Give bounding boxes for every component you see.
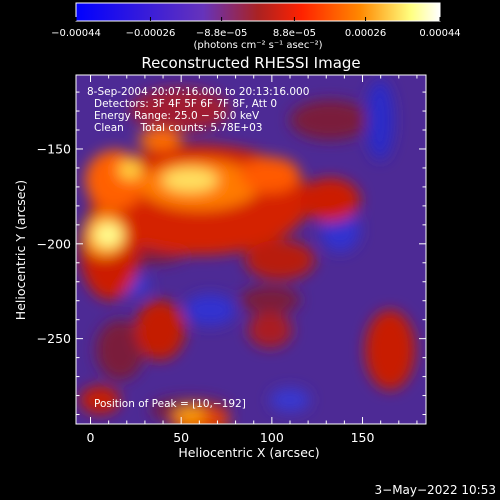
colorbar-tick-label: 0.00026 — [345, 28, 386, 39]
heatmap-blob — [80, 386, 120, 414]
colorbar: −0.00044 −0.00026 −8.8e−05 8.8e−05 0.00026 0.… — [51, 2, 461, 51]
heatmap-blob — [366, 80, 394, 160]
y-axis-label: Heliocentric Y (arcsec) — [13, 180, 28, 320]
y-axis: −150 −200 −250 — [37, 91, 426, 416]
heatmap-blob — [245, 240, 315, 280]
x-tick-label: 100 — [260, 430, 284, 445]
heatmap-blob — [135, 300, 185, 360]
chart-title: Reconstructed RHESSI Image — [141, 54, 360, 72]
y-tick-label: −200 — [37, 236, 71, 251]
observation-info: 8-Sep-2004 20:07:16.000 to 20:13:16.000 … — [87, 86, 309, 410]
heatmap-blob — [174, 407, 206, 423]
heatmap-blob — [130, 88, 230, 132]
annotation-counts: Clean Total counts: 5.78E+03 — [94, 122, 263, 134]
heatmap-blob — [85, 150, 145, 210]
heatmap-blob — [270, 388, 310, 412]
heatmap-blob — [290, 100, 370, 140]
footer-timestamp: 3−May−2022 10:53 — [375, 483, 497, 497]
heatmap-peak — [94, 223, 122, 247]
colorbar-ticks: −0.00044 −0.00026 −8.8e−05 8.8e−05 0.00026 0.… — [51, 17, 461, 39]
annotation-time-range: 8-Sep-2004 20:07:16.000 to 20:13:16.000 — [87, 86, 309, 98]
x-tick-label: 150 — [351, 430, 375, 445]
heatmap-blob — [138, 130, 182, 150]
heatmap-blob — [240, 286, 300, 314]
heatmap-peak — [118, 160, 142, 180]
annotation-energy-range: Energy Range: 25.0 − 50.0 keV — [94, 110, 260, 122]
heatmap-peak — [162, 168, 218, 192]
colorbar-tick-label: −8.8e−05 — [196, 28, 248, 39]
heatmap-blob — [365, 310, 415, 390]
colorbar-gradient — [75, 2, 441, 22]
annotation-detectors: Detectors: 3F 4F 5F 6F 7F 8F, Att 0 — [94, 98, 277, 110]
x-axis: 0 50 100 150 — [87, 75, 418, 445]
y-tick-label: −250 — [37, 331, 71, 346]
y-tick-label: −150 — [37, 141, 71, 156]
colorbar-unit-label: (photons cm⁻² s⁻¹ asec⁻²) — [193, 40, 322, 51]
heatmap-blob — [96, 320, 144, 380]
heatmap — [76, 75, 426, 424]
colorbar-tick-label: 8.8e−05 — [273, 28, 316, 39]
colorbar-tick-label: 0.00044 — [419, 28, 460, 39]
heatmap-blob — [300, 178, 360, 222]
heatmap-blob — [184, 294, 236, 326]
x-tick-label: 50 — [173, 430, 189, 445]
heatmap-blob — [248, 312, 292, 348]
heatmap-blob — [240, 157, 300, 193]
x-axis-label: Heliocentric X (arcsec) — [178, 445, 319, 460]
plot-frame — [75, 74, 427, 425]
peak-position-label: Position of Peak = [10,−192] — [94, 398, 246, 410]
colorbar-tick-label: −0.00044 — [51, 28, 101, 39]
x-tick-label: 0 — [87, 430, 95, 445]
colorbar-tick-label: −0.00026 — [126, 28, 176, 39]
